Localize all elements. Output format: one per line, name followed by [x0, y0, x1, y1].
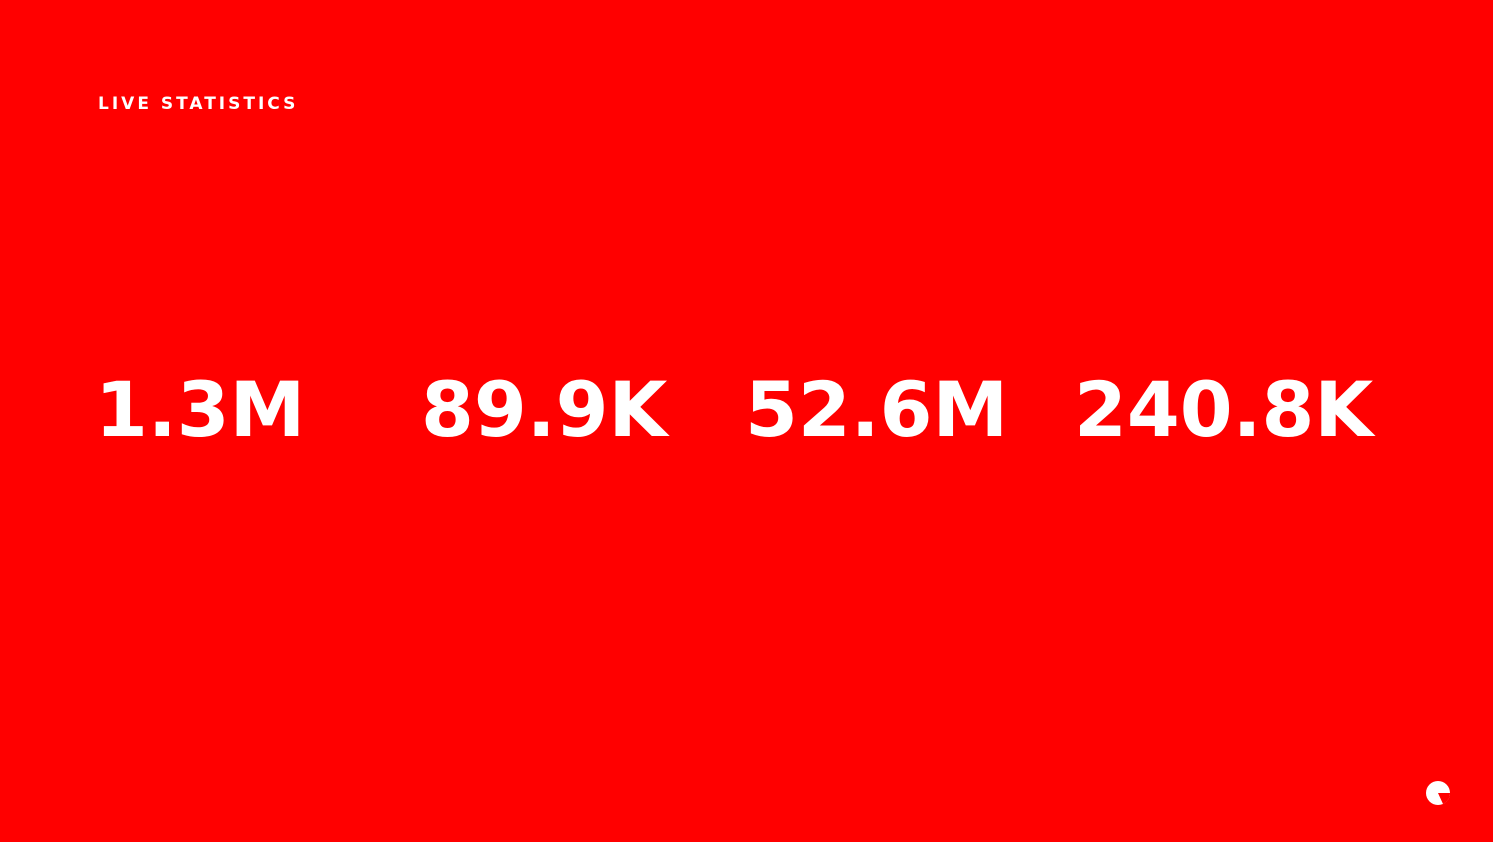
stat-value-3: 52.6M	[745, 365, 1009, 454]
brand-logo-icon	[1425, 780, 1451, 806]
stat-value-1: 1.3M	[95, 365, 306, 454]
stat-value-2: 89.9K	[421, 365, 668, 454]
stat-value-4: 240.8K	[1074, 365, 1374, 454]
slide-heading: LIVE STATISTICS	[98, 94, 299, 114]
